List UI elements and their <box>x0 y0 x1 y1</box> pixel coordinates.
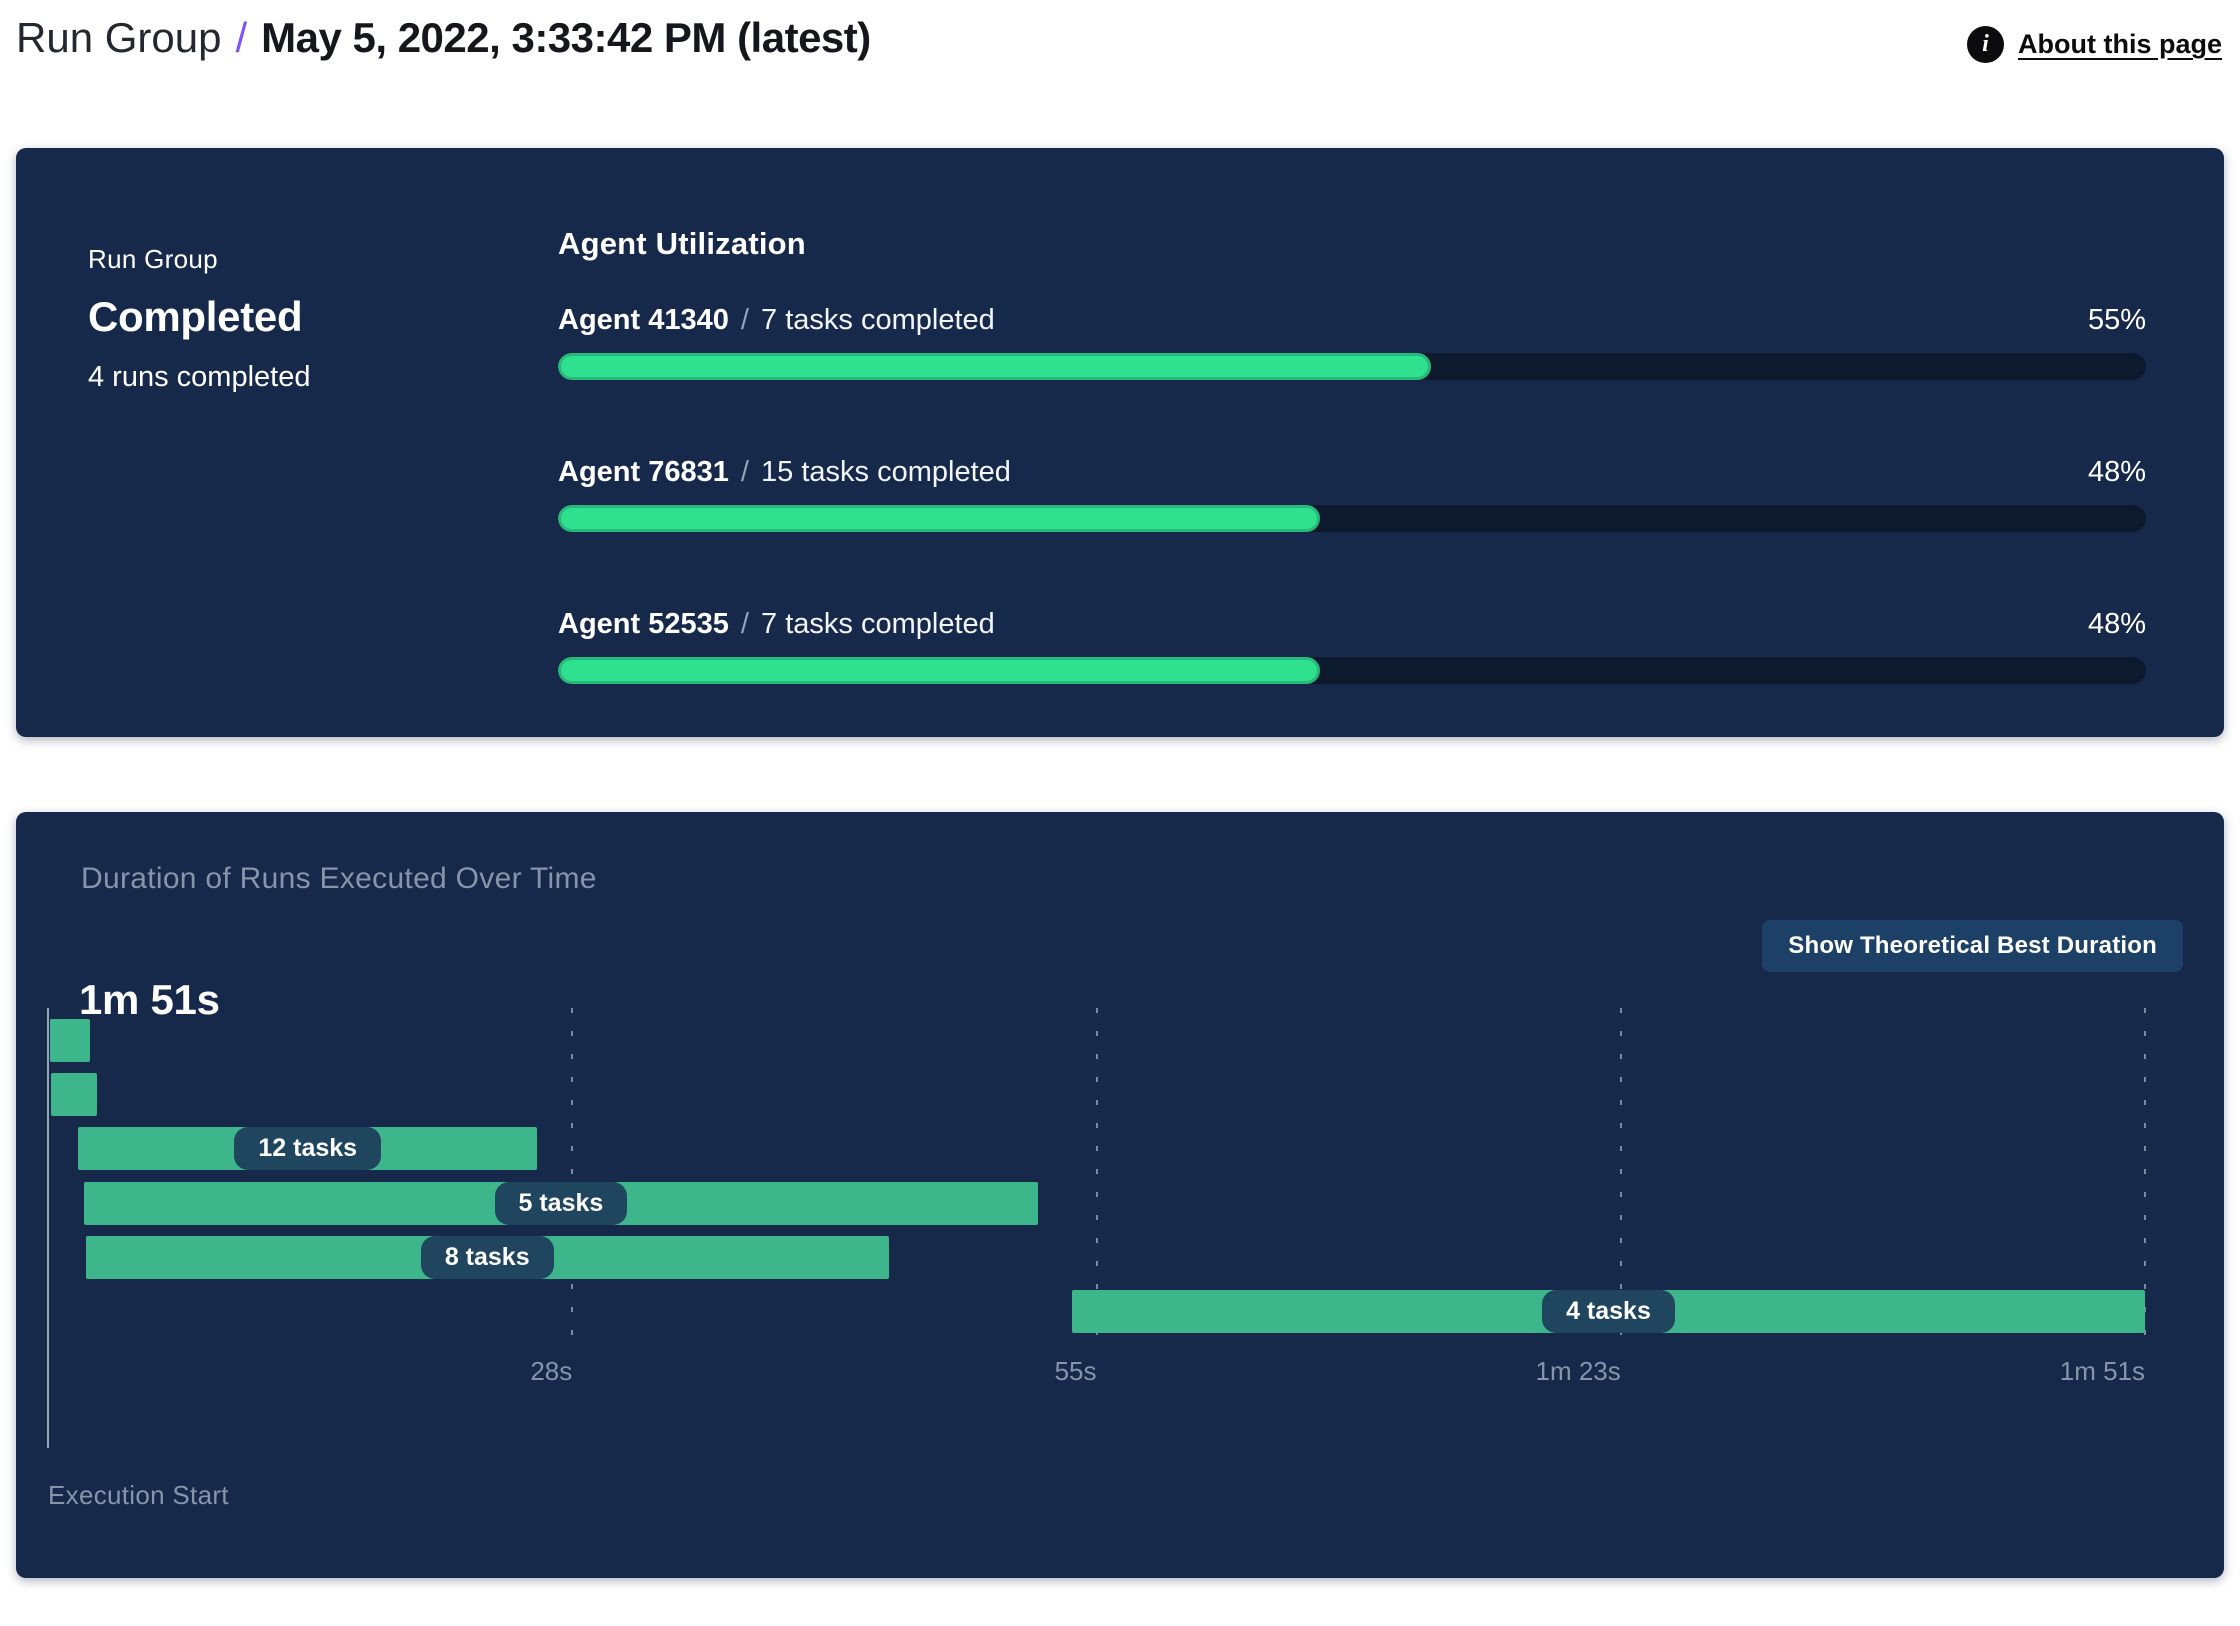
gantt-run-bar[interactable]: 5 tasks <box>83 1181 1038 1225</box>
agent-name: Agent 41340 <box>558 304 729 336</box>
agent-utilization-progressbar <box>558 353 2146 380</box>
gantt-axis-tick-label: 1m 23s <box>1535 1356 1621 1386</box>
agent-utilization-progressbar <box>558 657 2146 684</box>
gantt-gridline <box>571 1008 574 1348</box>
agent-utilization-progress-fill <box>558 505 1321 532</box>
breadcrumb: Run Group / May 5, 2022, 3:33:42 PM (lat… <box>16 8 871 68</box>
agent-utilization-title: Agent Utilization <box>558 226 806 261</box>
agent-label: Agent 52535 / 7 tasks completed <box>558 608 995 641</box>
agent-utilization-row: Agent 76831 / 15 tasks completed 48% <box>558 456 2146 532</box>
agent-utilization-percent: 48% <box>2087 456 2146 488</box>
total-duration-value: 1m 51s <box>79 976 220 1023</box>
gantt-run-bar[interactable]: 12 tasks <box>78 1127 538 1171</box>
duration-chart-title: Duration of Runs Executed Over Time <box>81 862 597 895</box>
info-icon: i <box>1967 26 2004 63</box>
agent-label-separator: / <box>732 608 758 640</box>
execution-start-label: Execution Start <box>48 1480 229 1510</box>
execution-start-axis-line <box>47 1008 49 1448</box>
agent-utilization-row: Agent 41340 / 7 tasks completed 55% <box>558 304 2146 380</box>
runs-completed-count: 4 runs completed <box>88 361 311 393</box>
agent-label-line: Agent 41340 / 7 tasks completed 55% <box>558 304 2146 337</box>
agent-name: Agent 76831 <box>558 456 729 488</box>
agent-tasks-completed: 15 tasks completed <box>761 456 1011 488</box>
task-count-pill: 12 tasks <box>234 1127 382 1171</box>
run-group-label: Run Group <box>88 244 218 274</box>
agent-utilization-row: Agent 52535 / 7 tasks completed 48% <box>558 608 2146 684</box>
agent-tasks-completed: 7 tasks completed <box>761 608 995 640</box>
agent-utilization-progress-fill <box>558 353 1432 380</box>
gantt-run-bar[interactable] <box>49 1019 90 1062</box>
run-group-status: Completed <box>88 293 303 340</box>
agent-utilization-percent: 55% <box>2087 304 2146 336</box>
gantt-run-bar[interactable] <box>50 1073 98 1117</box>
about-this-page-link[interactable]: About this page <box>2018 29 2222 59</box>
gantt-gridline <box>1095 1008 1098 1348</box>
agent-utilization-progress-fill <box>558 657 1321 684</box>
run-group-summary: Run Group Completed 4 runs completed <box>16 148 558 737</box>
gantt-axis-tick-label: 1m 51s <box>2059 1356 2145 1386</box>
agent-utilization-rows: Agent 41340 / 7 tasks completed 55% Agent … <box>558 304 2146 684</box>
about-this-page[interactable]: i About this page <box>1967 26 2222 63</box>
agent-tasks-completed: 7 tasks completed <box>761 304 995 336</box>
gantt-gridline <box>2144 1008 2146 1348</box>
agent-utilization-progressbar <box>558 505 2146 532</box>
gantt-run-bar[interactable]: 4 tasks <box>1071 1290 2145 1333</box>
page-header: Run Group / May 5, 2022, 3:33:42 PM (lat… <box>16 8 2224 68</box>
task-count-pill: 5 tasks <box>494 1181 628 1225</box>
agent-label-line: Agent 52535 / 7 tasks completed 48% <box>558 608 2146 641</box>
duration-gantt-chart: Execution Start 28s 55s 1m 23s 1m 51s 12 tas… <box>47 1008 2188 1548</box>
agent-label: Agent 76831 / 15 tasks completed <box>558 456 1011 489</box>
gantt-axis-tick-label: 55s <box>1054 1356 1097 1386</box>
run-group-panel: Run Group Completed 4 runs completed Age… <box>16 148 2224 737</box>
agent-utilization-section: Agent Utilization Agent 41340 / 7 tasks … <box>558 148 2224 737</box>
agent-label-separator: / <box>732 456 758 488</box>
agent-label: Agent 41340 / 7 tasks completed <box>558 304 995 337</box>
gantt-axis-tick-label: 28s <box>530 1356 573 1386</box>
gantt-run-bar[interactable]: 8 tasks <box>85 1235 889 1279</box>
agent-utilization-percent: 48% <box>2087 608 2146 640</box>
agent-name: Agent 52535 <box>558 608 729 640</box>
agent-label-separator: / <box>732 304 758 336</box>
agent-label-line: Agent 76831 / 15 tasks completed 48% <box>558 456 2146 489</box>
show-theoretical-best-duration-button[interactable]: Show Theoretical Best Duration <box>1762 920 2183 972</box>
breadcrumb-run-group[interactable]: Run Group <box>16 14 222 61</box>
duration-panel: Duration of Runs Executed Over Time 1m 5… <box>16 812 2224 1578</box>
breadcrumb-separator: / <box>235 14 248 61</box>
page-title: May 5, 2022, 3:33:42 PM (latest) <box>261 14 871 61</box>
task-count-pill: 4 tasks <box>1542 1290 1675 1333</box>
gantt-gridline <box>1619 1008 1622 1348</box>
task-count-pill: 8 tasks <box>420 1235 554 1279</box>
